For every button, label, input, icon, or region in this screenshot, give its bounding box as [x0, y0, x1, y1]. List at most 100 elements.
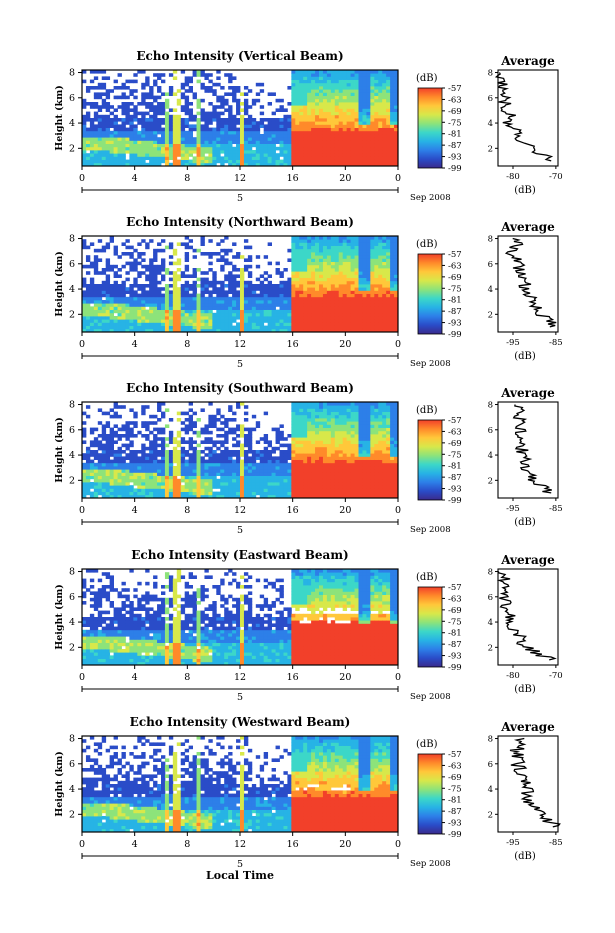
- heatmap-cell: [291, 137, 295, 141]
- heatmap-cell: [212, 252, 216, 256]
- heatmap-cell: [173, 137, 177, 141]
- heatmap-cell: [248, 319, 252, 323]
- heatmap-cell: [193, 453, 197, 457]
- heatmap-cell: [240, 453, 244, 457]
- heatmap-cell: [370, 290, 374, 294]
- heatmap-cell: [149, 147, 153, 151]
- heatmap-cell: [169, 437, 173, 441]
- heatmap-cell: [390, 124, 394, 128]
- heatmap-cell: [244, 99, 248, 103]
- heatmap-cell: [256, 306, 260, 310]
- heatmap-cell: [145, 313, 149, 317]
- heatmap-cell: [201, 460, 205, 464]
- heatmap-cell: [110, 466, 114, 470]
- heatmap-cell: [311, 160, 315, 164]
- heatmap-cell: [102, 102, 106, 106]
- heatmap-cell: [118, 150, 122, 154]
- heatmap-cell: [315, 271, 319, 275]
- heatmap-cell: [323, 306, 327, 310]
- date-day: 5: [237, 193, 243, 204]
- heatmap-cell: [331, 115, 335, 119]
- heatmap-cell: [291, 96, 295, 100]
- heatmap-cell: [244, 326, 248, 330]
- heatmap-cell: [185, 134, 189, 138]
- heatmap-cell: [331, 89, 335, 93]
- heatmap-cell: [125, 131, 129, 135]
- heatmap-cell: [362, 249, 366, 253]
- heatmap-cell: [244, 265, 248, 269]
- heatmap-cell: [335, 242, 339, 246]
- heatmap-cell: [141, 460, 145, 464]
- heatmap-cell: [386, 83, 390, 87]
- heatmap-cell: [224, 306, 228, 310]
- heatmap-cell: [382, 76, 386, 80]
- heatmap-cell: [98, 456, 102, 460]
- heatmap-cell: [339, 89, 343, 93]
- heatmap-cell: [94, 310, 98, 314]
- heatmap-cell: [212, 444, 216, 448]
- heatmap-cell: [137, 271, 141, 275]
- heatmap-cell: [343, 297, 347, 301]
- heatmap-cell: [295, 306, 299, 310]
- heatmap-cell: [114, 326, 118, 330]
- heatmap-cell: [133, 258, 137, 262]
- heatmap-cell: [181, 326, 185, 330]
- heatmap-cell: [212, 108, 216, 112]
- heatmap-cell: [260, 274, 264, 278]
- heatmap-cell: [315, 115, 319, 119]
- heatmap-cell: [335, 80, 339, 84]
- heatmap-cell: [118, 287, 122, 291]
- heatmap-cell: [153, 105, 157, 109]
- heatmap-cell: [216, 156, 220, 160]
- heatmap-cell: [280, 284, 284, 288]
- heatmap-cell: [110, 310, 114, 314]
- heatmap-cell: [161, 476, 165, 480]
- heatmap-cell: [291, 303, 295, 307]
- heatmap-cell: [118, 492, 122, 496]
- heatmap-cell: [149, 137, 153, 141]
- heatmap-cell: [307, 83, 311, 87]
- heatmap-cell: [189, 466, 193, 470]
- colorbar-tick-label: -69: [448, 107, 462, 117]
- heatmap-cell: [98, 258, 102, 262]
- heatmap-cell: [145, 492, 149, 496]
- heatmap-cell: [185, 303, 189, 307]
- heatmap-cell: [244, 124, 248, 128]
- heatmap-cell: [355, 239, 359, 243]
- heatmap-cell: [208, 479, 212, 483]
- heatmap-cell: [137, 476, 141, 480]
- heatmap-cell: [390, 121, 394, 125]
- heatmap-cell: [185, 450, 189, 454]
- heatmap-cell: [185, 418, 189, 422]
- heatmap-cell: [220, 239, 224, 243]
- heatmap-cell: [311, 80, 315, 84]
- heatmap-cell: [359, 262, 363, 266]
- heatmap-cell: [106, 246, 110, 250]
- heatmap-cell: [370, 80, 374, 84]
- heatmap-cell: [335, 262, 339, 266]
- heatmap-cell: [252, 456, 256, 460]
- heatmap-cell: [366, 105, 370, 109]
- heatmap-cell: [374, 96, 378, 100]
- heatmap-cell: [276, 310, 280, 314]
- heatmap-cell: [295, 310, 299, 314]
- heatmap-cell: [110, 434, 114, 438]
- heatmap-cell: [102, 456, 106, 460]
- heatmap-cell: [240, 290, 244, 294]
- heatmap-cell: [165, 456, 169, 460]
- heatmap-cell: [153, 447, 157, 451]
- heatmap-cell: [204, 128, 208, 132]
- heatmap-cell: [303, 294, 307, 298]
- heatmap-cell: [185, 313, 189, 317]
- heatmap-cell: [362, 284, 366, 288]
- heatmap-cell: [181, 440, 185, 444]
- heatmap-cell: [256, 278, 260, 282]
- heatmap-cell: [228, 310, 232, 314]
- heatmap-cell: [370, 140, 374, 144]
- heatmap-cell: [173, 134, 177, 138]
- heatmap-cell: [343, 258, 347, 262]
- heatmap-cell: [303, 112, 307, 116]
- heatmap-cell: [86, 160, 90, 164]
- heatmap-cell: [173, 316, 177, 320]
- heatmap-cell: [370, 252, 374, 256]
